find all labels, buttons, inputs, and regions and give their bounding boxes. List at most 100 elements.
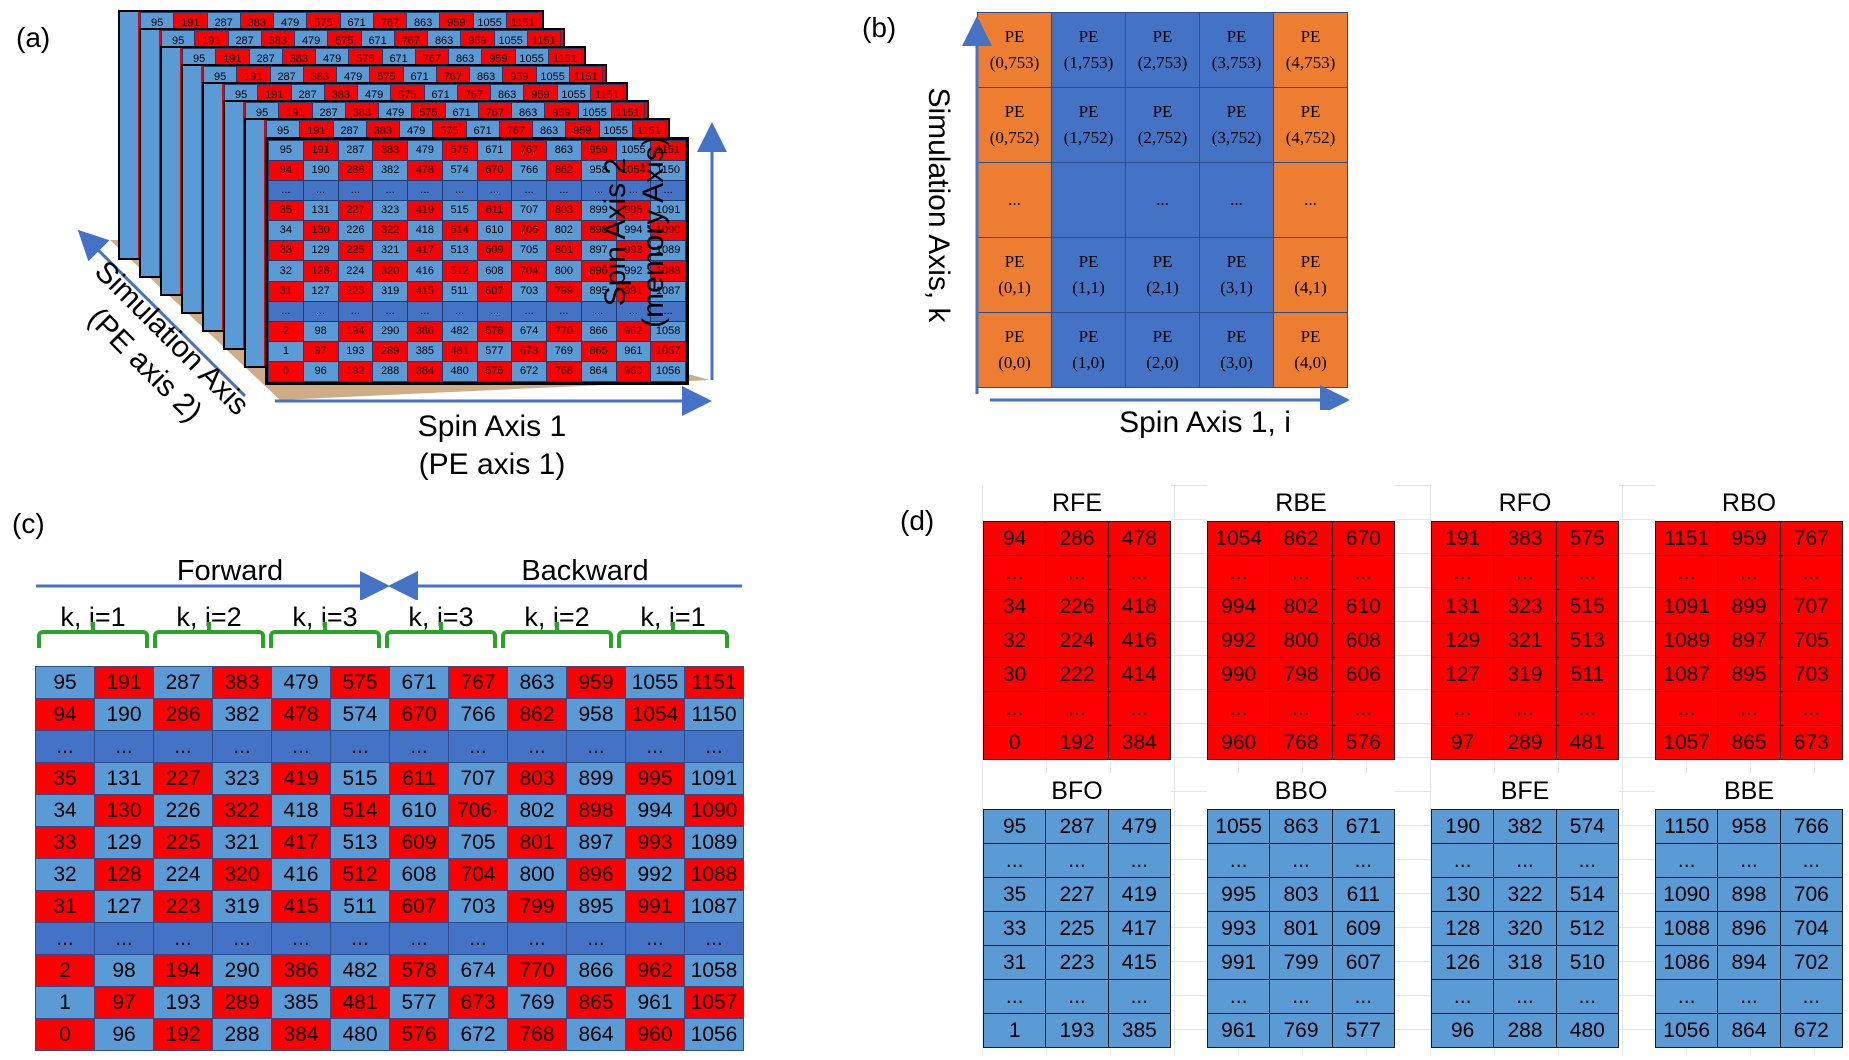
- block-cell: 1151: [1654, 521, 1719, 556]
- table-row: ....................................: [35, 922, 744, 955]
- panel-label-d: (d): [900, 505, 935, 536]
- table-row: 33 129 225 321 417 513 609 705 801 897 993 1089: [35, 826, 744, 859]
- table-cell: ...: [448, 730, 508, 763]
- front-sheet-cell: 481: [441, 340, 478, 362]
- pe-grid: PE (0,753) PE (1,753) PE (2,753) PE (3,753) PE (4…: [977, 12, 1348, 388]
- block-cell: 417: [1107, 911, 1172, 946]
- front-sheet-cell: 385: [407, 340, 443, 362]
- front-sheet-cell: 1055: [615, 139, 652, 162]
- table-cell: 129: [94, 826, 154, 859]
- table-cell: 610: [389, 794, 449, 827]
- table-cell: 127: [94, 890, 154, 923]
- pe-coordinate: (4,0): [1294, 353, 1327, 372]
- block-row: .........: [1206, 843, 1396, 878]
- block-cell: ...: [1045, 979, 1109, 1014]
- block-row: 991 799 607: [1206, 945, 1396, 980]
- stacked-sheet-cell: 1151: [631, 120, 667, 142]
- pe-coordinate: (2,0): [1146, 353, 1179, 372]
- front-sheet-cell: 768: [546, 360, 582, 383]
- table-cell: 993: [625, 826, 685, 859]
- table-cell: 35: [35, 762, 95, 795]
- table-cell: ...: [271, 922, 331, 955]
- block-cell: 191: [1430, 521, 1495, 556]
- pe-word: PE: [1078, 102, 1099, 121]
- front-sheet-cell: 95: [268, 139, 304, 162]
- table-cell: 287: [153, 666, 213, 699]
- pe-cell: PE (3,753): [1199, 12, 1274, 88]
- table-cell: 766: [448, 698, 508, 731]
- front-sheet-cell: 94: [268, 160, 304, 182]
- table-cell: ...: [271, 730, 331, 763]
- table-cell: 511: [330, 890, 390, 923]
- block-cell: ...: [1493, 691, 1557, 726]
- block-title: BFE: [1431, 773, 1619, 809]
- block-cell: ...: [1206, 555, 1271, 590]
- panel-label-c: (c): [12, 508, 45, 539]
- table-cell: ...: [94, 922, 154, 955]
- table-cell: 1: [35, 986, 95, 1019]
- direction-arrows: [36, 571, 742, 600]
- block-cell: 318: [1493, 945, 1557, 980]
- block-cell: 1055: [1206, 809, 1271, 844]
- block-cell: 800: [1269, 623, 1333, 658]
- table-cell: 481: [330, 986, 390, 1019]
- table-cell: 480: [330, 1018, 390, 1051]
- block-cell: 382: [1493, 809, 1557, 844]
- stacked-sheet-cell: 671: [465, 120, 500, 142]
- block-row: 128 320 512: [1430, 911, 1620, 946]
- table-cell: 607: [389, 890, 449, 923]
- spin-axis-1-label: Spin Axis 1 (PE axis 1): [417, 410, 567, 481]
- front-sheet-row: 95 191 287 383 479 575 671 767 863 959 1055 1151: [268, 139, 686, 162]
- table-cell: 991: [625, 890, 685, 923]
- block-row: 994 802 610: [1206, 589, 1396, 624]
- block-cell: 898: [1717, 877, 1781, 912]
- table-cell: 899: [566, 762, 626, 795]
- block-cell: ...: [982, 555, 1047, 590]
- block-row: 97 289 481: [1430, 725, 1620, 760]
- table-cell: 898: [566, 794, 626, 827]
- block-row: 0 192 384: [982, 725, 1172, 760]
- table-cell: 94: [35, 698, 95, 731]
- block-cell: ...: [1493, 979, 1557, 1014]
- block-row: 1056 864 672: [1654, 1013, 1844, 1048]
- front-sheet-cell: 670: [476, 160, 513, 182]
- simulation-axis-arrow: [77, 229, 247, 398]
- block-cell: 385: [1107, 1013, 1172, 1048]
- block-row: 34 226 418: [982, 589, 1172, 624]
- block-cell: 960: [1206, 725, 1271, 760]
- block-table: 190 382 574......... 130 322 514 128 320 512 126 3…: [1430, 809, 1620, 1048]
- table-cell: 578: [389, 954, 449, 987]
- table-cell: 513: [330, 826, 390, 859]
- front-sheet-cell: ...: [337, 180, 374, 202]
- spin-axis-2-label: Spin Axis 2 (memory Axis): [599, 136, 670, 328]
- block-cell: 127: [1430, 657, 1495, 692]
- block-cell: 894: [1717, 945, 1781, 980]
- front-sheet-cell: 896: [580, 260, 617, 282]
- block-cell: 798: [1269, 657, 1333, 692]
- front-sheet-cell: 707: [511, 200, 547, 222]
- front-sheet-row: 1 97 193 289 385 481 577 673 769 865 961 1057: [268, 340, 686, 362]
- block-row: 1087 895 703: [1654, 657, 1844, 692]
- front-sheet-cell: 515: [441, 200, 478, 222]
- block-cell: ...: [1206, 979, 1271, 1014]
- table-cell: 194: [153, 954, 213, 987]
- pe-row: ............: [977, 162, 1348, 238]
- block-cell: 30: [982, 657, 1047, 692]
- pe-word: PE: [1004, 327, 1025, 346]
- spin-axis-1-i-label: Spin Axis 1, i: [1119, 406, 1291, 439]
- block-row: 1151 959 767: [1654, 521, 1844, 556]
- block-row: 960 768 576: [1206, 725, 1396, 760]
- pe-coordinate: (2,753): [1137, 53, 1188, 72]
- front-sheet-row: 0 96 192 288 384 480 576 672 768 864 960 1056: [268, 360, 686, 383]
- table-cell: ...: [566, 922, 626, 955]
- front-sheet-cell: 767: [511, 139, 547, 162]
- pe-word: PE: [1300, 102, 1321, 121]
- block-cell: 322: [1493, 877, 1557, 912]
- block-cell: 801: [1269, 911, 1333, 946]
- pe-coordinate: (3,1): [1220, 278, 1253, 297]
- group-brace: [153, 622, 265, 648]
- table-cell: ...: [153, 730, 213, 763]
- block-cell: ...: [1331, 555, 1396, 590]
- pe-word: PE: [1152, 102, 1173, 121]
- table-cell: ...: [684, 922, 744, 955]
